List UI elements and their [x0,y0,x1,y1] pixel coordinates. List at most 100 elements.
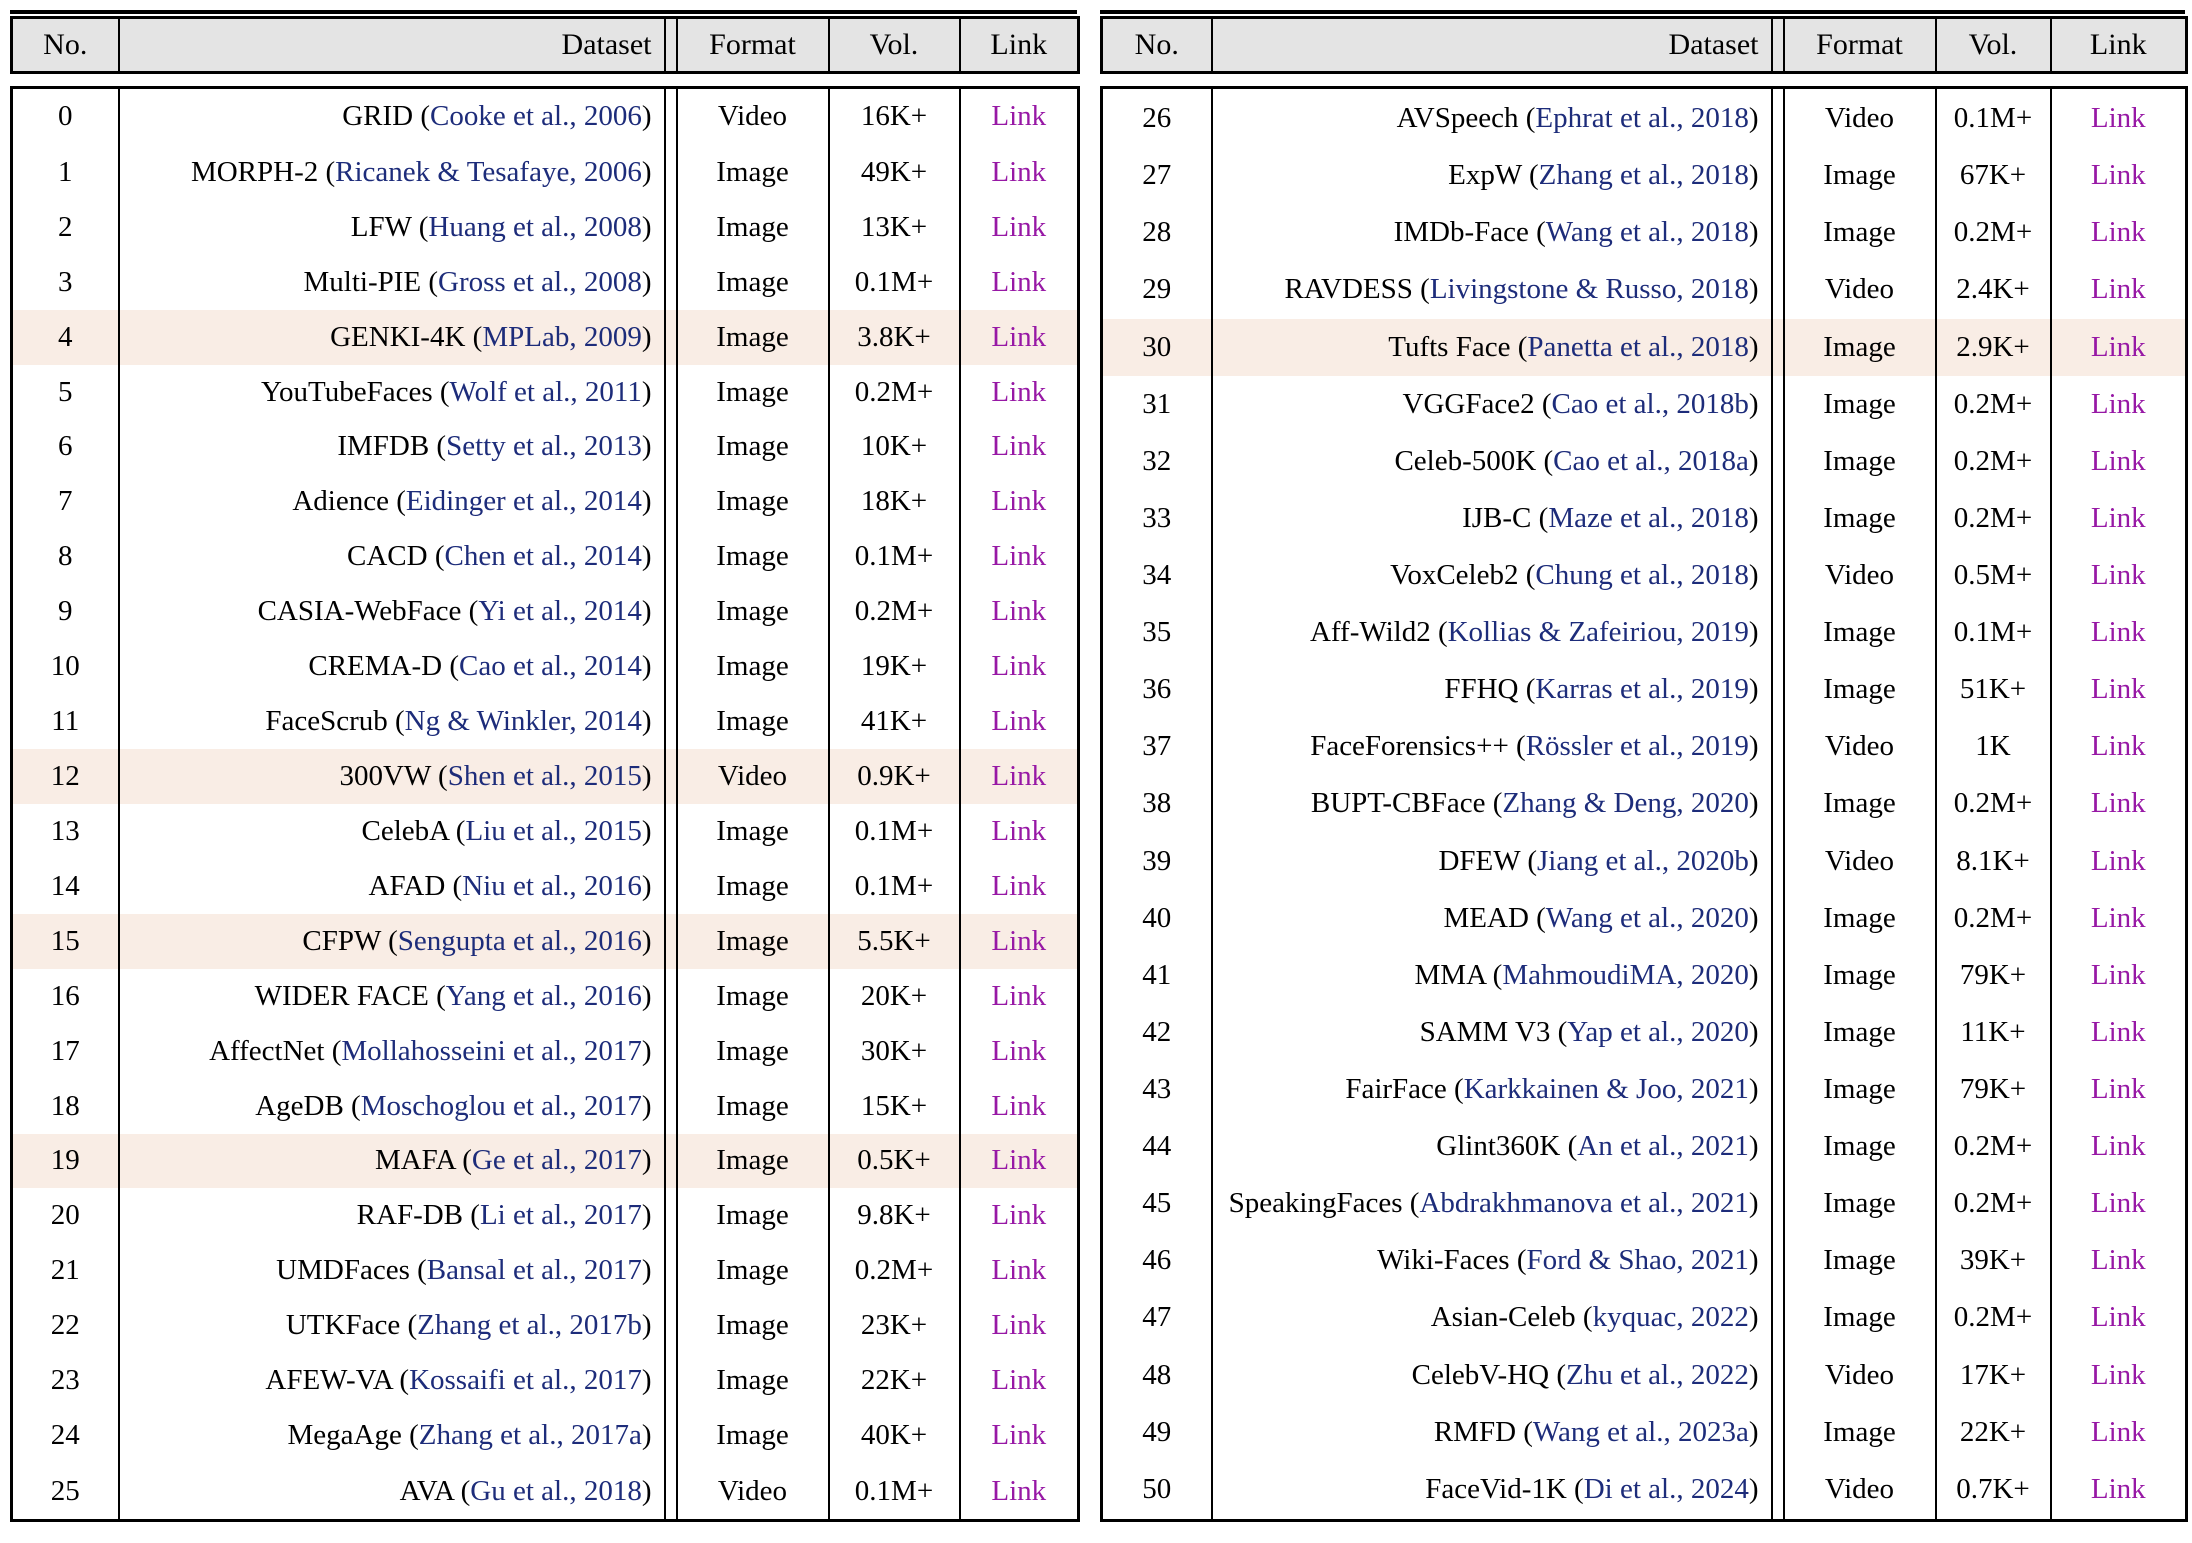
citation-link[interactable]: Wang et al., 2018 [1545,216,1749,249]
dataset-link[interactable]: Link [991,100,1047,133]
dataset-link[interactable]: Link [2090,1358,2146,1391]
dataset-link[interactable]: Link [2090,387,2146,420]
dataset-link[interactable]: Link [2090,273,2146,306]
dataset-link[interactable]: Link [991,540,1047,573]
dataset-link[interactable]: Link [991,869,1047,902]
citation-link[interactable]: Ng & Winkler, 2014 [404,705,642,738]
citation-link[interactable]: Abdrakhmanova et al., 2021 [1419,1187,1749,1220]
dataset-link[interactable]: Link [2090,1415,2146,1448]
citation-link[interactable]: Bansal et al., 2017 [426,1254,642,1287]
dataset-link[interactable]: Link [2090,958,2146,991]
citation-link[interactable]: Panetta et al., 2018 [1527,330,1749,363]
dataset-link[interactable]: Link [991,595,1047,628]
citation-link[interactable]: Yap et al., 2020 [1567,1015,1749,1048]
dataset-link[interactable]: Link [2090,1187,2146,1220]
dataset-link[interactable]: Link [991,1254,1047,1287]
dataset-link[interactable]: Link [2090,787,2146,820]
citation-link[interactable]: Ricanek & Tesafaye, 2006 [335,155,642,188]
citation-link[interactable]: Karkkainen & Joo, 2021 [1463,1073,1749,1105]
citation-link[interactable]: Jiang et al., 2020b [1537,844,1749,877]
dataset-link[interactable]: Link [2090,444,2146,477]
dataset-link[interactable]: Link [991,1199,1047,1232]
citation-link[interactable]: An et al., 2021 [1577,1130,1749,1163]
dataset-link[interactable]: Link [2090,1244,2146,1277]
dataset-link[interactable]: Link [2090,1073,2146,1105]
dataset-link[interactable]: Link [991,485,1047,518]
citation-link[interactable]: MPLab, 2009 [482,320,642,353]
citation-link[interactable]: Yang et al., 2016 [445,979,642,1012]
dataset-link[interactable]: Link [991,1144,1047,1177]
dataset-link[interactable]: Link [991,1419,1047,1452]
citation-link[interactable]: Zhang et al., 2017b [417,1309,642,1342]
citation-link[interactable]: Zhang et al., 2018 [1538,159,1749,192]
dataset-link[interactable]: Link [2090,901,2146,934]
citation-link[interactable]: Wang et al., 2023a [1532,1415,1749,1448]
dataset-link[interactable]: Link [991,265,1047,298]
dataset-link[interactable]: Link [991,650,1047,683]
dataset-link[interactable]: Link [991,1364,1047,1397]
citation-link[interactable]: Setty et al., 2013 [446,430,642,463]
citation-link[interactable]: Di et al., 2024 [1583,1473,1749,1506]
dataset-link[interactable]: Link [991,320,1047,353]
citation-link[interactable]: Cao et al., 2018a [1553,444,1749,477]
citation-link[interactable]: Zhu et al., 2022 [1566,1358,1749,1391]
dataset-link[interactable]: Link [991,375,1047,408]
dataset-link[interactable]: Link [991,155,1047,188]
citation-link[interactable]: Ge et al., 2017 [471,1144,642,1177]
dataset-link[interactable]: Link [991,814,1047,847]
dataset-link[interactable]: Link [2090,159,2146,192]
citation-link[interactable]: Huang et al., 2008 [428,210,642,243]
dataset-link[interactable]: Link [2090,559,2146,592]
dataset-link[interactable]: Link [2090,501,2146,534]
dataset-link[interactable]: Link [2090,216,2146,249]
dataset-link[interactable]: Link [2090,673,2146,706]
dataset-link[interactable]: Link [2090,101,2146,134]
dataset-link[interactable]: Link [2090,844,2146,877]
citation-link[interactable]: Ford & Shao, 2021 [1526,1244,1749,1277]
citation-link[interactable]: Liu et al., 2015 [465,814,642,847]
dataset-link[interactable]: Link [991,760,1047,792]
citation-link[interactable]: Eidinger et al., 2014 [405,485,642,518]
dataset-link[interactable]: Link [991,705,1047,738]
citation-link[interactable]: Li et al., 2017 [479,1199,642,1232]
citation-link[interactable]: Moschoglou et al., 2017 [360,1089,642,1122]
citation-link[interactable]: Gross et al., 2008 [438,265,642,298]
citation-link[interactable]: Shen et al., 2015 [447,760,642,792]
dataset-link[interactable]: Link [2090,330,2146,363]
dataset-link[interactable]: Link [2090,1301,2146,1334]
dataset-link[interactable]: Link [2090,1015,2146,1048]
citation-link[interactable]: Cao et al., 2018b [1551,387,1749,420]
citation-link[interactable]: Maze et al., 2018 [1548,501,1749,534]
citation-link[interactable]: Zhang et al., 2017a [418,1419,642,1452]
citation-link[interactable]: Mollahosseini et al., 2017 [341,1034,642,1067]
citation-link[interactable]: Cao et al., 2014 [459,650,642,683]
citation-link[interactable]: Sengupta et al., 2016 [397,924,642,957]
dataset-link[interactable]: Link [2090,1473,2146,1506]
dataset-link[interactable]: Link [991,1089,1047,1122]
dataset-link[interactable]: Link [2090,616,2146,649]
citation-link[interactable]: Zhang & Deng, 2020 [1502,787,1749,820]
dataset-link[interactable]: Link [991,210,1047,243]
citation-link[interactable]: Cooke et al., 2006 [430,100,642,133]
dataset-link[interactable]: Link [991,1474,1047,1507]
citation-link[interactable]: Karras et al., 2019 [1535,673,1749,706]
citation-link[interactable]: Gu et al., 2018 [470,1474,642,1507]
dataset-link[interactable]: Link [991,979,1047,1012]
citation-link[interactable]: Chung et al., 2018 [1535,559,1749,592]
citation-link[interactable]: Livingstone & Russo, 2018 [1429,273,1749,306]
dataset-link[interactable]: Link [991,1309,1047,1342]
citation-link[interactable]: Yi et al., 2014 [478,595,642,628]
dataset-link[interactable]: Link [991,1034,1047,1067]
citation-link[interactable]: Wolf et al., 2011 [449,375,642,408]
dataset-link[interactable]: Link [991,924,1047,957]
citation-link[interactable]: Kossaifi et al., 2017 [409,1364,642,1397]
dataset-link[interactable]: Link [2090,730,2146,763]
dataset-link[interactable]: Link [2090,1130,2146,1163]
citation-link[interactable]: Niu et al., 2016 [462,869,642,902]
citation-link[interactable]: Chen et al., 2014 [444,540,642,573]
citation-link[interactable]: Ephrat et al., 2018 [1535,101,1749,134]
citation-link[interactable]: Rössler et al., 2019 [1525,730,1749,763]
citation-link[interactable]: MahmoudiMA, 2020 [1502,958,1749,991]
citation-link[interactable]: Wang et al., 2020 [1545,901,1749,934]
citation-link[interactable]: Kollias & Zafeiriou, 2019 [1447,616,1749,649]
